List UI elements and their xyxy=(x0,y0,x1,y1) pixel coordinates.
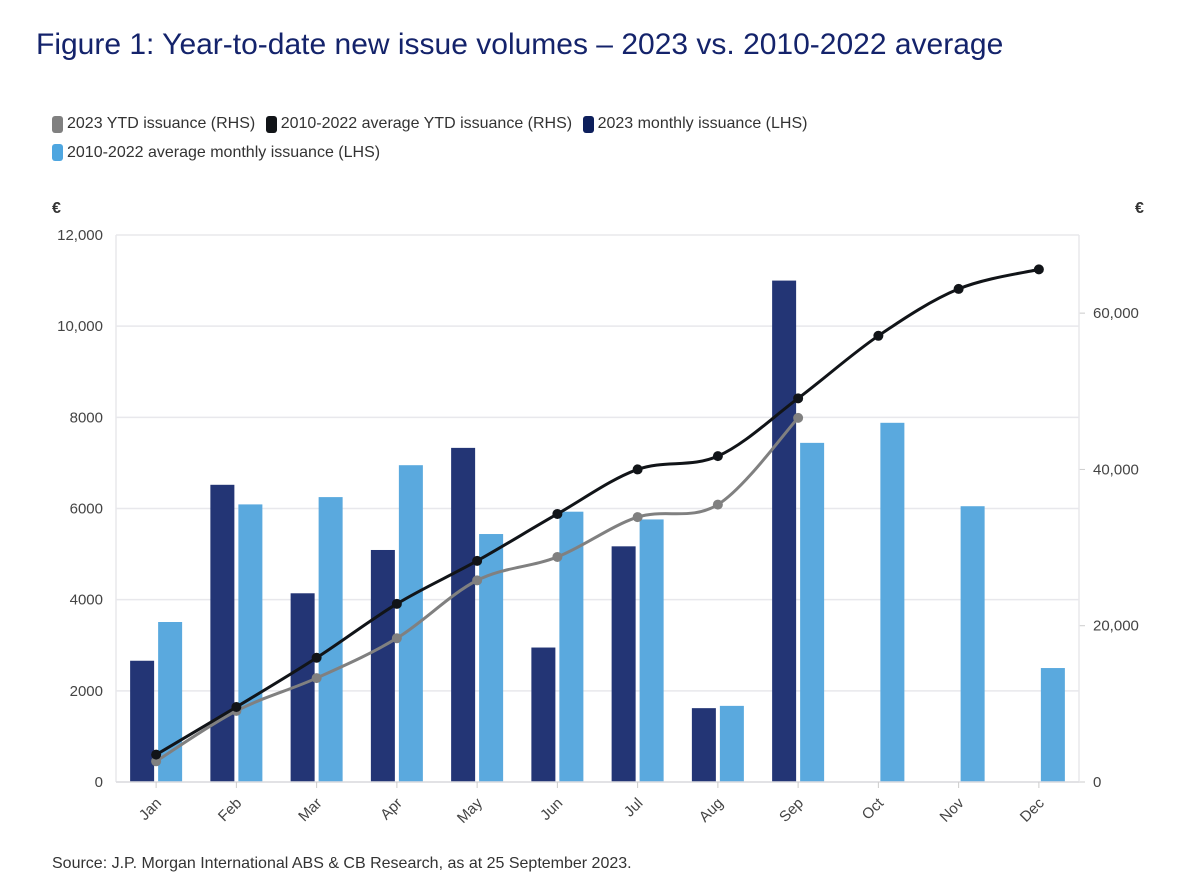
bar-avg-monthly-nov xyxy=(960,506,985,782)
x-tick-label: Dec xyxy=(1017,794,1048,825)
point-avg-ytd-feb xyxy=(231,701,242,712)
point-2023-ytd-jun xyxy=(552,551,563,562)
bar-2023-monthly-sep xyxy=(772,280,797,782)
point-2023-ytd-apr xyxy=(391,633,402,644)
bar-avg-monthly-mar xyxy=(318,497,343,782)
left-tick-label: 4000 xyxy=(70,592,103,609)
point-2023-ytd-aug xyxy=(712,499,723,510)
point-avg-ytd-apr xyxy=(391,598,402,609)
legend-swatch xyxy=(582,115,594,133)
bar-avg-monthly-feb xyxy=(238,504,263,782)
point-avg-ytd-mar xyxy=(311,652,322,663)
left-tick-label: 6000 xyxy=(70,501,103,518)
point-2023-ytd-may xyxy=(472,575,483,586)
point-avg-ytd-dec xyxy=(1033,264,1044,275)
x-tick-label: Nov xyxy=(937,794,968,825)
point-avg-ytd-nov xyxy=(953,283,964,294)
legend-item-2023-ytd: 2023 YTD issuance (RHS) xyxy=(52,112,255,136)
right-axis-unit: € xyxy=(1135,200,1144,217)
point-avg-ytd-sep xyxy=(793,393,804,404)
x-tick-label: Jun xyxy=(537,795,566,824)
legend-label: 2023 YTD issuance (RHS) xyxy=(67,115,256,132)
bar-avg-monthly-dec xyxy=(1040,668,1065,782)
point-avg-ytd-oct xyxy=(873,330,884,341)
left-tick-label: 0 xyxy=(95,774,103,791)
left-tick-label: 12,000 xyxy=(57,227,103,244)
point-avg-ytd-jul xyxy=(632,464,643,475)
bar-avg-monthly-sep xyxy=(800,442,825,782)
right-tick-label: 60,000 xyxy=(1093,305,1139,322)
bar-avg-monthly-jul xyxy=(639,519,664,782)
point-avg-ytd-jan xyxy=(151,749,162,760)
bar-avg-monthly-oct xyxy=(880,422,905,782)
point-avg-ytd-aug xyxy=(712,451,723,462)
legend-swatch xyxy=(52,144,63,161)
x-tick-label: May xyxy=(454,794,486,826)
x-tick-label: Apr xyxy=(377,795,406,824)
legend-label: 2010-2022 average YTD issuance (RHS) xyxy=(280,115,573,132)
bar-2023-monthly-jun xyxy=(531,647,556,782)
legend-item-avg-ytd: 2010-2022 average YTD issuance (RHS) xyxy=(265,112,573,136)
right-tick-label: 40,000 xyxy=(1093,461,1139,478)
legend-label: 2023 monthly issuance (LHS) xyxy=(597,115,808,132)
x-tick-label: Jan xyxy=(136,795,165,824)
legend: 2023 YTD issuance (RHS) 2010-2022 averag… xyxy=(52,112,872,169)
x-tick-label: Aug xyxy=(696,795,727,826)
x-tick-label: Oct xyxy=(859,794,888,823)
line-avg-ytd xyxy=(155,267,1040,756)
bar-avg-monthly-jun xyxy=(559,511,584,782)
point-2023-ytd-jul xyxy=(632,512,643,523)
legend-swatch xyxy=(52,115,63,133)
point-avg-ytd-jun xyxy=(552,508,563,519)
x-tick-label: Jul xyxy=(621,795,647,821)
left-tick-label: 8000 xyxy=(70,409,103,426)
x-tick-label: Sep xyxy=(776,795,807,826)
left-tick-label: 10,000 xyxy=(57,318,103,335)
legend-item-avg-monthly: 2010-2022 average monthly issuance (LHS) xyxy=(52,141,380,165)
legend-item-2023-monthly: 2023 monthly issuance (LHS) xyxy=(582,112,808,136)
bar-2023-monthly-feb xyxy=(210,484,235,782)
left-tick-label: 2000 xyxy=(70,683,103,700)
bar-avg-monthly-aug xyxy=(719,705,744,782)
chart-title: Figure 1: Year-to-date new issue volumes… xyxy=(36,28,1004,61)
bar-avg-monthly-jan xyxy=(158,622,183,782)
x-tick-label: Mar xyxy=(295,795,325,825)
source-note: Source: J.P. Morgan International ABS & … xyxy=(52,855,632,872)
point-2023-ytd-sep xyxy=(793,412,804,423)
bar-2023-monthly-may xyxy=(451,447,476,782)
right-tick-label: 20,000 xyxy=(1093,618,1139,635)
bar-2023-monthly-apr xyxy=(370,549,395,782)
right-tick-label: 0 xyxy=(1093,774,1101,791)
x-tick-label: Feb xyxy=(215,795,245,825)
point-avg-ytd-may xyxy=(472,555,483,566)
point-2023-ytd-mar xyxy=(311,673,322,684)
bar-2023-monthly-jan xyxy=(130,660,155,782)
bar-2023-monthly-jul xyxy=(611,546,636,782)
legend-swatch xyxy=(265,115,277,133)
bar-2023-monthly-aug xyxy=(691,708,716,782)
legend-label: 2010-2022 average monthly issuance (LHS) xyxy=(67,143,381,161)
left-axis-unit: € xyxy=(52,200,61,217)
